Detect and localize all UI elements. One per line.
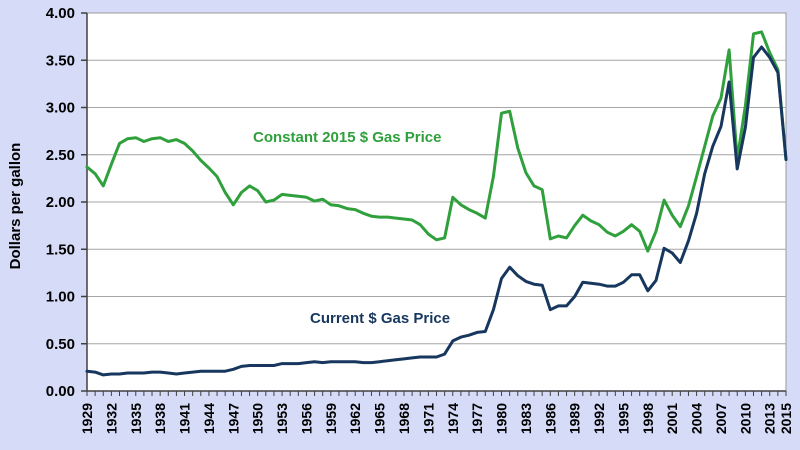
x-tick-label: 1956: [298, 403, 314, 434]
x-tick-label: 2013: [762, 403, 778, 434]
x-axis-labels: 1929 1932 1935 1938 1941 1944 1947 1950 1953 1956…: [79, 403, 794, 434]
y-tick-label: 1.50: [46, 241, 75, 258]
x-tick-label: 1992: [591, 403, 607, 434]
x-tick-label: 1974: [445, 403, 461, 434]
x-tick-label: 2007: [713, 403, 729, 434]
x-tick-label: 1944: [201, 403, 217, 434]
x-tick-label: 2001: [664, 403, 680, 434]
y-tick-label: 2.00: [46, 194, 75, 211]
gridlines: [87, 59, 786, 345]
y-tick-label: 3.00: [46, 100, 75, 117]
x-tick-label: 1986: [542, 403, 558, 434]
y-tick-label: 0.50: [46, 336, 75, 353]
y-tick-label: 1.00: [46, 289, 75, 306]
x-tick-label: 1998: [640, 403, 656, 434]
y-axis-title: Dollars per gallon: [7, 142, 24, 270]
x-tick-label: 1977: [469, 403, 485, 434]
constant-series-line: [85, 30, 788, 253]
x-tick-label: 1953: [274, 403, 290, 434]
y-tick-label: 3.50: [46, 52, 75, 69]
x-tick-label: 1980: [494, 403, 510, 434]
x-tick-label: 1932: [103, 403, 119, 434]
x-tick-label: 1947: [225, 403, 241, 434]
x-axis-ticks: [86, 391, 787, 396]
x-tick-label: 1950: [250, 403, 266, 434]
x-tick-label: 2004: [689, 403, 705, 434]
x-tick-label: 1962: [347, 403, 363, 434]
x-tick-label: 1929: [79, 403, 95, 434]
x-tick-label: 1995: [615, 403, 631, 434]
x-tick-label: 1971: [420, 403, 436, 434]
x-tick-label: 1941: [177, 403, 193, 434]
x-tick-label: 1968: [396, 403, 412, 434]
x-tick-label: 1935: [128, 403, 144, 434]
series-label-constant: Constant 2015 $ Gas Price: [253, 129, 442, 146]
x-tick-label: 1965: [372, 403, 388, 434]
x-tick-label: 1989: [567, 403, 583, 434]
y-tick-label: 0.00: [46, 383, 75, 400]
current-series-line: [85, 45, 788, 377]
y-tick-label: 2.50: [46, 147, 75, 164]
y-tick-label: 4.00: [46, 5, 75, 22]
x-tick-label: 2010: [737, 403, 753, 434]
x-tick-label: 1959: [323, 403, 339, 434]
series-label-current: Current $ Gas Price: [310, 310, 451, 327]
x-tick-label: 2015: [778, 403, 794, 434]
y-axis-ticks: 0.00 0.50 1.00 1.50 2.00 2.50 3.00 3.50 4.00: [46, 5, 87, 400]
x-tick-label: 1983: [518, 403, 534, 434]
x-tick-label: 1938: [152, 403, 168, 434]
